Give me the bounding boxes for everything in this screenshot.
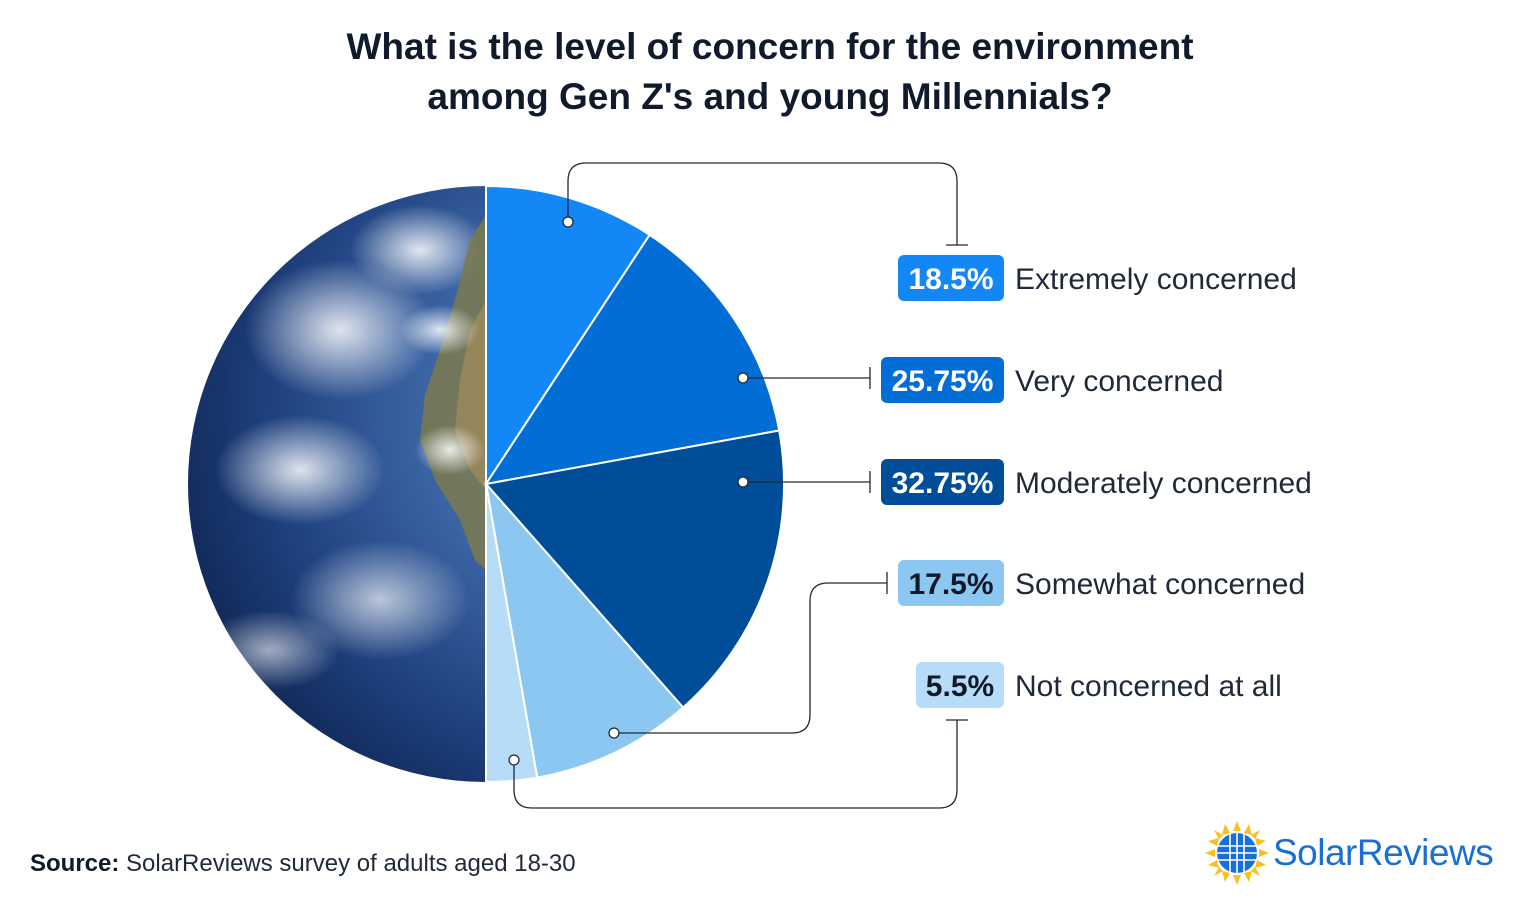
value-badge (898, 560, 1004, 606)
value-badge (898, 255, 1004, 301)
logo-text: SolarReviews (1273, 832, 1494, 873)
leader-line-extremely-concerned (567, 162, 958, 245)
source-note: Source: SolarReviews survey of adults ag… (30, 850, 576, 878)
value-badge (916, 662, 1004, 708)
source-text: SolarReviews survey of adults aged 18-30 (126, 850, 576, 877)
category-label: Extremely concerned (1015, 263, 1297, 296)
chart-title: What is the level of concern for the env… (0, 22, 1540, 122)
value-label: 17.5% (908, 568, 993, 601)
legend-row-somewhat-concerned: 17.5% Somewhat concerned (898, 560, 1305, 606)
leader-line-somewhat-concerned (614, 582, 887, 734)
category-label: Somewhat concerned (1015, 568, 1305, 601)
sun-panel-icon (1205, 821, 1269, 885)
chart-title-line-2: among Gen Z's and young Millennials? (427, 76, 1113, 117)
legend-row-very-concerned: 25.75% Very concerned (881, 357, 1223, 403)
pie-slice-very-concerned (483, 233, 781, 486)
leader-dot (737, 476, 749, 488)
category-label: Moderately concerned (1015, 467, 1312, 500)
category-label: Very concerned (1015, 365, 1223, 398)
value-label: 18.5% (908, 263, 993, 296)
legend-row-moderately-concerned: 32.75% Moderately concerned (881, 459, 1312, 505)
leader-dot (508, 754, 520, 766)
chart-title-line-1: What is the level of concern for the env… (346, 26, 1194, 67)
value-label: 32.75% (892, 467, 994, 500)
value-badge (881, 357, 1004, 403)
value-badge (881, 459, 1004, 505)
leader-line-not-concerned-at-all (513, 720, 958, 809)
pie-slice-somewhat-concerned (484, 480, 685, 779)
pie-slice-extremely-concerned (485, 184, 651, 488)
legend-row-not-concerned-at-all: 5.5% Not concerned at all (916, 662, 1282, 708)
pie-slice-moderately-concerned (484, 429, 786, 709)
source-label: Source: (30, 850, 120, 877)
category-label: Not concerned at all (1015, 670, 1282, 703)
leader-dot (562, 216, 574, 228)
earth-globe-half (188, 186, 486, 782)
leader-dot (737, 372, 749, 384)
legend-row-extremely-concerned: 18.5% Extremely concerned (898, 255, 1297, 301)
pie-slice-not-concerned-at-all (485, 483, 539, 784)
solarreviews-logo: SolarReviews (1205, 818, 1525, 888)
value-label: 25.75% (892, 365, 994, 398)
value-label: 5.5% (926, 670, 994, 703)
leader-dot (608, 727, 620, 739)
